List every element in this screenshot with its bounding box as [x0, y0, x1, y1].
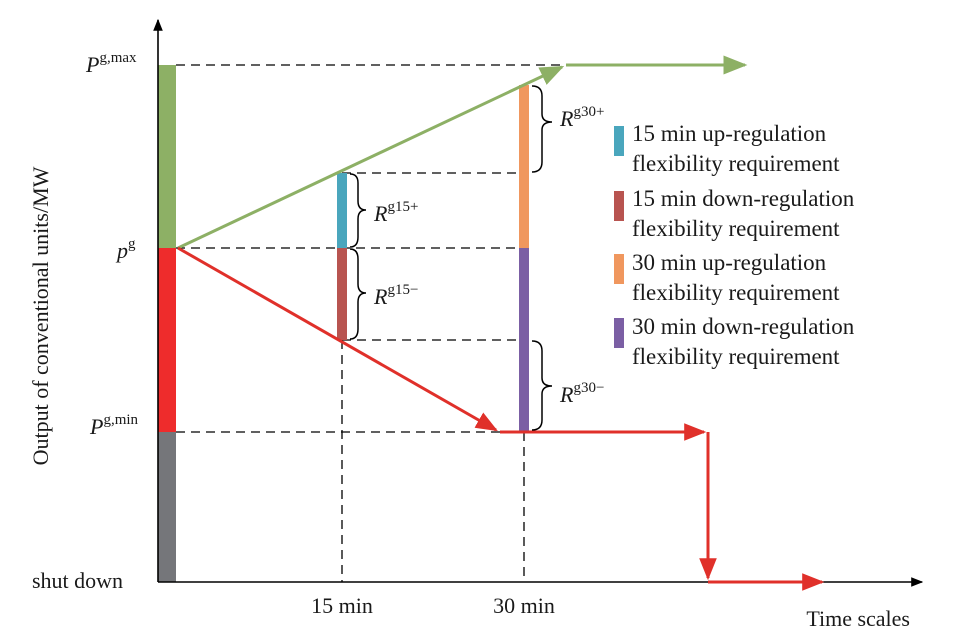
r15-up-brace: [349, 173, 367, 248]
legend-label-30-down-line2: flexibility requirement: [632, 344, 840, 369]
r15-down-bar: [337, 248, 347, 340]
pg-label: pg: [115, 236, 136, 263]
legend-swatch-15-down: [614, 191, 624, 221]
r15-down-label-main: R: [373, 284, 388, 309]
r15-down-brace: [349, 248, 367, 340]
pmax-band: [158, 65, 176, 248]
legend-label-15-up-line1: 15 min up-regulation: [632, 121, 827, 146]
shutdown-band: [158, 432, 176, 582]
pg-label-main: p: [115, 238, 128, 263]
r30-down-bar: [519, 248, 529, 432]
r15-down-label-sup: g15−: [387, 282, 418, 298]
pmin-label-sup: g,min: [103, 412, 138, 428]
r15-up-bar: [337, 173, 347, 248]
legend-label-15-down-line1: 15 min down-regulation: [632, 186, 855, 211]
r30-up-brace: [531, 85, 553, 173]
legend-swatch-30-down: [614, 318, 624, 348]
r30-down-label-sup: g30−: [573, 380, 604, 396]
up-ramp-line: [177, 65, 565, 250]
pmax-label-sup: g,max: [99, 50, 137, 66]
r30-down-label-main: R: [559, 382, 574, 407]
pmin-band: [158, 248, 176, 432]
legend-label-15-down-line2: flexibility requirement: [632, 216, 840, 241]
shutdown-label: shut down: [32, 568, 123, 593]
x-tick-30-min: 30 min: [493, 593, 555, 618]
pmin-label-main: P: [89, 414, 103, 439]
r15-down-label: Rg15−: [373, 282, 418, 309]
pg-label-sup: g: [128, 236, 136, 252]
r30-up-bar: [519, 85, 529, 248]
r30-down-brace: [531, 340, 553, 431]
r30-up-label: Rg30+: [559, 104, 604, 131]
r15-up-label: Rg15+: [373, 199, 418, 226]
legend-swatch-30-up: [614, 254, 624, 284]
legend-swatch-15-up: [614, 126, 624, 156]
pmax-label-main: P: [85, 52, 99, 77]
down-ramp-line: [177, 246, 498, 432]
pmin-label: Pg,min: [89, 412, 139, 439]
legend: 15 min up-regulation flexibility require…: [614, 121, 855, 369]
legend-label-15-up-line2: flexibility requirement: [632, 151, 840, 176]
pmax-label: Pg,max: [85, 50, 137, 77]
y-axis-label: Output of conventional units/MW: [28, 166, 53, 465]
legend-label-30-down-line1: 30 min down-regulation: [632, 314, 855, 339]
r30-up-label-sup: g30+: [573, 104, 604, 120]
r15-up-label-sup: g15+: [387, 199, 418, 215]
r15-up-label-main: R: [373, 201, 388, 226]
r30-up-label-main: R: [559, 106, 574, 131]
legend-label-30-up-line1: 30 min up-regulation: [632, 250, 827, 275]
r30-down-label: Rg30−: [559, 380, 604, 407]
legend-label-30-up-line2: flexibility requirement: [632, 280, 840, 305]
x-tick-15-min: 15 min: [311, 593, 373, 618]
x-axis-label: Time scales: [806, 606, 910, 631]
